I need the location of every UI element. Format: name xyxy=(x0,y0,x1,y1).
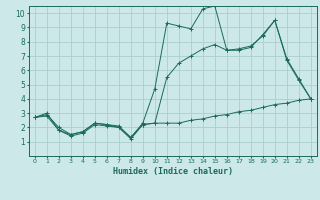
X-axis label: Humidex (Indice chaleur): Humidex (Indice chaleur) xyxy=(113,167,233,176)
